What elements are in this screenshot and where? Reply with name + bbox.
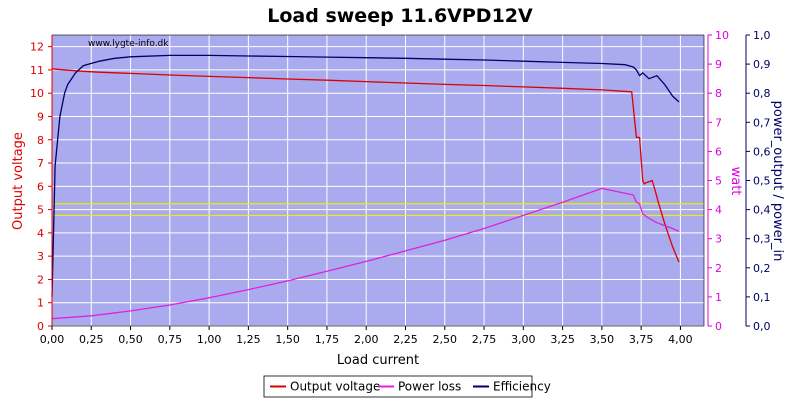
x-tick-label: 3,00 [511, 333, 536, 346]
y-right1-tick-label: 6 [715, 145, 722, 158]
x-tick-label: 3,75 [629, 333, 654, 346]
x-tick-label: 0,75 [158, 333, 183, 346]
y-axis-left-label: Output voltage [11, 132, 26, 230]
y-right1-tick-label: 2 [715, 262, 722, 275]
legend-box [263, 375, 533, 398]
y-right1-tick-label: 0 [715, 320, 722, 333]
y-axis-right2-label: power_output / power_in [770, 101, 785, 262]
grid [51, 35, 704, 327]
y-right2-tick-label: 0,7 [753, 116, 771, 129]
y-right1-tick-label: 5 [715, 175, 722, 188]
y-right1-tick-label: 1 [715, 291, 722, 304]
y-left-tick-label: 5 [37, 204, 44, 217]
y-left-tick-label: 11 [30, 64, 44, 77]
efficiency-series-line [51, 54, 680, 297]
y-left-tick-label: 12 [30, 41, 44, 54]
x-tick-label: 1,50 [275, 333, 300, 346]
chart-title: Load sweep 11.6VPD12V [267, 5, 533, 27]
y-left-tick-label: 6 [37, 180, 44, 193]
y-right2-tick-label: 0,4 [753, 204, 771, 217]
y-right1-tick-label: 4 [715, 204, 722, 217]
x-tick-label: 2,00 [354, 333, 379, 346]
reference-lines [52, 203, 704, 217]
voltage-series-line [51, 68, 680, 263]
x-tick-label: 1,00 [197, 333, 222, 346]
series-layer [51, 54, 680, 320]
power-loss-series-line [51, 187, 680, 320]
y-right2-tick-label: 0,9 [753, 58, 771, 71]
y-right2-tick-label: 0,3 [753, 233, 771, 246]
y-left-tick-label: 8 [37, 134, 44, 147]
y-right2-tick-label: 0,0 [753, 320, 771, 333]
y-left-tick-label: 10 [30, 87, 44, 100]
y-left-tick-label: 3 [37, 250, 44, 263]
y-left-tick-label: 1 [37, 297, 44, 310]
efficiency-legend-label: Efficiency [493, 380, 551, 394]
y-left-tick-label: 9 [37, 110, 44, 123]
y-axis-right1-label: watt [728, 167, 743, 196]
power-loss-legend-label: Power loss [398, 380, 461, 394]
y-left-tick-label: 7 [37, 157, 44, 170]
x-tick-label: 2,75 [472, 333, 497, 346]
y-left-tick-label: 2 [37, 273, 44, 286]
x-axis-label: Load current [337, 353, 419, 368]
x-tick-label: 2,25 [393, 333, 418, 346]
x-tick-label: 3,25 [550, 333, 575, 346]
x-tick-label: 0,50 [118, 333, 143, 346]
x-tick-label: 1,75 [315, 333, 340, 346]
y-right2-tick-label: 0,6 [753, 145, 771, 158]
x-tick-label: 0,25 [79, 333, 104, 346]
y-left-tick-label: 0 [37, 320, 44, 333]
x-tick-label: 0,00 [40, 333, 65, 346]
y-right2-tick-label: 1,0 [753, 29, 771, 42]
y-right1-tick-label: 10 [715, 29, 729, 42]
y-right2-tick-label: 0,1 [753, 291, 771, 304]
legend: Output voltage Power loss Efficiency [263, 375, 551, 398]
x-tick-label: 4,00 [668, 333, 693, 346]
axes: 0,00 0,25 0,50 0,75 1,00 1,25 1,50 1,75 2,00 2,25… [30, 29, 771, 346]
y-right1-tick-label: 7 [715, 116, 722, 129]
watermark: www.lygte-info.dk [88, 39, 169, 49]
voltage-legend-label: Output voltage [290, 380, 380, 394]
y-right1-tick-label: 8 [715, 87, 722, 100]
plot-area [52, 35, 704, 326]
y-right2-tick-label: 0,8 [753, 87, 771, 100]
y-right2-tick-label: 0,5 [753, 175, 771, 188]
y-right1-tick-label: 9 [715, 58, 722, 71]
y-right1-tick-label: 3 [715, 233, 722, 246]
y-left-tick-label: 4 [37, 227, 44, 240]
x-tick-label: 2,50 [433, 333, 458, 346]
x-tick-label: 3,50 [590, 333, 615, 346]
x-tick-label: 1,25 [236, 333, 261, 346]
y-right2-tick-label: 0,2 [753, 262, 771, 275]
